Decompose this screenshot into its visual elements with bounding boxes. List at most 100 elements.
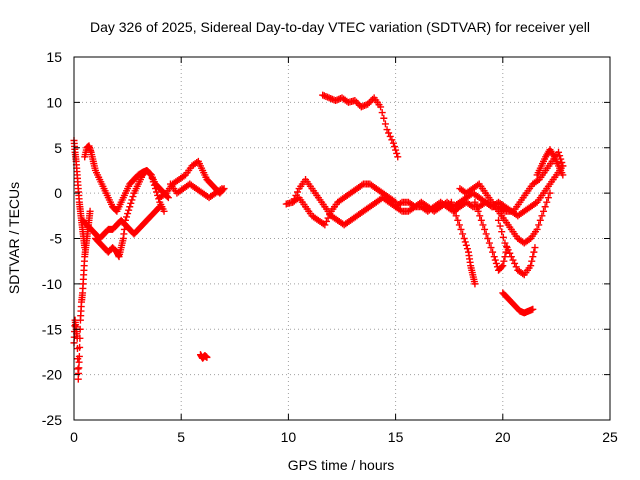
data-point: [380, 114, 388, 122]
data-point: [461, 238, 469, 246]
data-point: [541, 203, 549, 211]
data-point: [498, 228, 506, 236]
data-point: [555, 148, 563, 156]
data-point: [358, 181, 366, 189]
axis-ticks: [73, 56, 611, 421]
data-point: [396, 199, 404, 207]
data-point: [495, 216, 503, 224]
data-point: [498, 263, 506, 271]
data-point: [559, 171, 567, 179]
series-pass-k: [456, 180, 554, 247]
data-point: [529, 253, 537, 261]
data-point: [160, 207, 168, 215]
data-point: [491, 256, 499, 264]
data-point: [482, 230, 490, 238]
data-point: [76, 343, 84, 351]
data-point: [364, 100, 372, 108]
data-point: [351, 97, 359, 105]
data-point: [449, 203, 457, 211]
data-point: [385, 129, 393, 137]
chart-title: Day 326 of 2025, Sidereal Day-to-day VTE…: [90, 19, 590, 35]
y-tick-label: -10: [42, 276, 62, 292]
data-point: [389, 139, 397, 147]
data-point: [180, 172, 188, 180]
data-point: [150, 181, 158, 189]
data-point: [489, 248, 497, 256]
data-point: [294, 188, 302, 196]
data-point: [390, 197, 398, 205]
series-pass-l: [471, 198, 511, 274]
data-point: [473, 203, 481, 211]
data-point: [531, 244, 539, 252]
data-point: [556, 152, 564, 160]
data-point: [149, 178, 157, 186]
data-point: [512, 263, 520, 271]
data-point: [127, 199, 135, 207]
data-point: [535, 221, 543, 229]
data-point: [479, 221, 487, 229]
data-point: [148, 174, 156, 182]
data-point: [377, 103, 385, 111]
series-pass-d: [156, 157, 228, 202]
data-point: [294, 195, 302, 203]
data-point: [467, 202, 475, 210]
data-point: [462, 241, 470, 249]
data-point: [124, 210, 132, 218]
data-point: [392, 146, 400, 154]
data-point: [485, 239, 493, 247]
data-point: [530, 248, 538, 256]
data-point: [528, 257, 536, 265]
data-point: [386, 132, 394, 140]
data-point: [151, 185, 159, 193]
data-point: [218, 185, 226, 193]
data-point: [471, 280, 479, 288]
data-point: [216, 186, 224, 194]
data-point: [447, 198, 455, 206]
data-point: [123, 213, 131, 221]
series-pass-p: [533, 146, 567, 179]
y-tick-label: -25: [42, 412, 62, 428]
data-point: [393, 149, 401, 157]
data-point: [501, 239, 509, 247]
data-point: [86, 207, 94, 215]
data-point: [543, 198, 551, 206]
data-point: [546, 189, 554, 197]
data-point: [126, 203, 134, 211]
data-point: [536, 216, 544, 224]
series-pass-n: [499, 289, 537, 317]
series-pass-c: [91, 166, 168, 261]
data-point: [504, 246, 512, 254]
data-point: [484, 235, 492, 242]
data-point: [381, 120, 389, 128]
data-point: [519, 270, 527, 278]
data-point: [527, 262, 535, 270]
data-point: [492, 259, 500, 267]
data-point: [477, 216, 485, 224]
data-point: [75, 352, 83, 360]
data-point: [391, 143, 399, 151]
data-point: [476, 212, 484, 220]
y-tick-label: -5: [50, 231, 63, 247]
data-point: [499, 262, 507, 270]
data-point: [474, 207, 482, 215]
data-point: [324, 214, 332, 222]
data-points: [70, 91, 567, 383]
x-tick-label: 20: [495, 429, 511, 445]
data-point: [490, 253, 498, 261]
data-point: [454, 216, 462, 224]
data-point: [481, 225, 489, 233]
series-isolated-6h: [196, 351, 211, 362]
y-tick-label: -20: [42, 367, 62, 383]
grid-lines: [74, 57, 610, 420]
series-early-up: [70, 136, 89, 252]
series-pass-g: [289, 180, 400, 229]
data-point: [451, 207, 459, 215]
data-point: [499, 233, 507, 241]
data-point: [471, 198, 479, 206]
data-point: [388, 136, 396, 144]
data-point: [146, 170, 154, 178]
data-point: [511, 259, 519, 267]
data-point: [531, 199, 539, 207]
data-point: [503, 242, 511, 250]
